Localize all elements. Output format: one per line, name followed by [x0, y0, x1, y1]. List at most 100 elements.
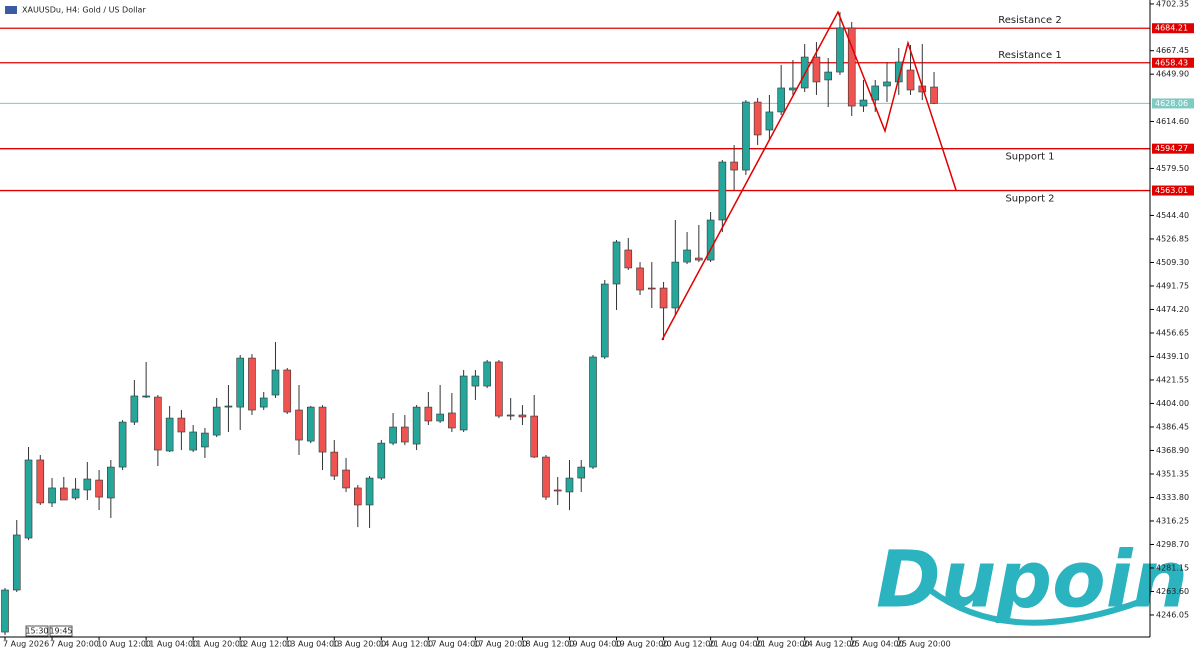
candle-body [483, 361, 491, 387]
x-tick-label: 24 Aug 12:00 [803, 640, 857, 649]
level-name: Resistance 2 [998, 15, 1061, 26]
price-tag [1152, 143, 1194, 154]
x-tick-label: 14 Aug 12:00 [379, 640, 433, 649]
candle-body [1, 589, 9, 633]
price-tag [1152, 23, 1194, 34]
x-tick-label: 18 Aug 12:00 [520, 640, 574, 649]
y-tick-label: 4544.40 [1156, 211, 1189, 220]
candle-body [295, 409, 303, 441]
y-tick-label: 4246.05 [1156, 610, 1189, 619]
x-tick-label: 20 Aug 12:00 [662, 640, 716, 649]
x-tick-label: 11 Aug 20:00 [191, 640, 245, 649]
level-name: Resistance 1 [998, 50, 1061, 61]
symbol-icon [5, 6, 17, 14]
candle-body [259, 397, 268, 408]
current-price-tag [1152, 98, 1194, 109]
price-tag-label: 4658.43 [1155, 58, 1188, 67]
candle-body [718, 161, 727, 221]
candle-body [201, 432, 209, 448]
logo-text: Dupoin [876, 535, 1188, 625]
candle-body [553, 489, 562, 492]
y-tick-label: 4263.60 [1156, 587, 1189, 596]
candle-body [248, 357, 256, 411]
logo-swoosh [928, 587, 1147, 626]
candle-body [671, 261, 680, 309]
candle-body [318, 406, 327, 453]
y-tick-label: 4368.90 [1156, 446, 1189, 455]
y-tick-label: 4281.15 [1156, 563, 1189, 572]
price-tag-label: 4563.01 [1155, 186, 1188, 195]
x-tick-label: 7 Aug 2026 [3, 640, 49, 649]
candle-body [59, 487, 68, 501]
candle-body [224, 405, 233, 408]
candle-body [683, 249, 691, 263]
candle-body [530, 415, 539, 458]
candle-body [459, 375, 468, 431]
x-tick-label: 12 Aug 12:00 [238, 640, 292, 649]
y-tick-label: 4579.50 [1156, 164, 1189, 173]
y-tick-label: 4333.80 [1156, 493, 1189, 502]
candle-body [847, 27, 856, 107]
pattern-line [661, 10, 957, 341]
time-marker: 19:45 [49, 627, 72, 636]
candle-body [612, 241, 621, 285]
candle-body [189, 431, 197, 451]
candle-body [753, 101, 762, 136]
candle-body [283, 369, 292, 413]
candle-body [165, 417, 174, 452]
candle-body [48, 487, 56, 504]
candle-body [377, 442, 386, 479]
candle-body [365, 477, 374, 506]
candle-body [742, 101, 750, 171]
candle-body [212, 406, 221, 436]
candle-body [130, 395, 139, 423]
y-tick-label: 4509.30 [1156, 258, 1189, 267]
candle-body [154, 396, 162, 451]
candle-body [930, 86, 938, 104]
chart-title: XAUUSDu, H4: Gold / US Dollar [22, 6, 146, 15]
candle-body [812, 56, 821, 83]
candle-body [95, 479, 103, 498]
candle-body [412, 406, 421, 445]
candle-body [83, 478, 92, 491]
candle-body [448, 412, 456, 429]
candle-body [565, 477, 574, 493]
candle-body [71, 488, 80, 499]
y-tick-label: 4526.85 [1156, 234, 1189, 243]
candle-body [142, 395, 150, 398]
candle-body [836, 27, 844, 73]
x-tick-label: 25 Aug 20:00 [897, 640, 951, 649]
candle-body [342, 469, 350, 489]
y-tick-label: 4649.90 [1156, 70, 1189, 79]
y-tick-label: 4386.45 [1156, 422, 1189, 431]
candle-body [624, 249, 633, 269]
y-tick-label: 4474.20 [1156, 305, 1189, 314]
candle-body [36, 459, 45, 504]
candle-body [706, 219, 715, 261]
candle-body [506, 414, 515, 417]
candle-body [577, 466, 586, 479]
price-tag [1152, 57, 1194, 68]
x-tick-label: 21 Aug 04:00 [709, 640, 763, 649]
current-price-label: 4628.06 [1155, 99, 1188, 108]
candle-body [271, 369, 280, 396]
time-marker-box [25, 625, 49, 637]
candle-body [824, 71, 833, 81]
candle-body [600, 283, 609, 358]
y-tick-label: 4298.70 [1156, 540, 1189, 549]
x-tick-label: 25 Aug 04:00 [850, 640, 904, 649]
time-marker: 15:30 [25, 627, 48, 636]
y-tick-label: 4456.65 [1156, 328, 1189, 337]
x-tick-label: 11 Aug 04:00 [144, 640, 198, 649]
candle-body [695, 257, 703, 261]
candle-body [765, 111, 774, 131]
x-tick-label: 21 Aug 20:00 [756, 640, 810, 649]
x-tick-label: 13 Aug 20:00 [332, 640, 386, 649]
candle-body [424, 406, 433, 422]
candle-body [871, 85, 880, 101]
y-tick-label: 4667.45 [1156, 46, 1189, 55]
y-tick-label: 4404.00 [1156, 399, 1189, 408]
y-tick-label: 4439.10 [1156, 352, 1189, 361]
candle-body [730, 161, 738, 171]
x-tick-label: 19 Aug 04:00 [567, 640, 621, 649]
